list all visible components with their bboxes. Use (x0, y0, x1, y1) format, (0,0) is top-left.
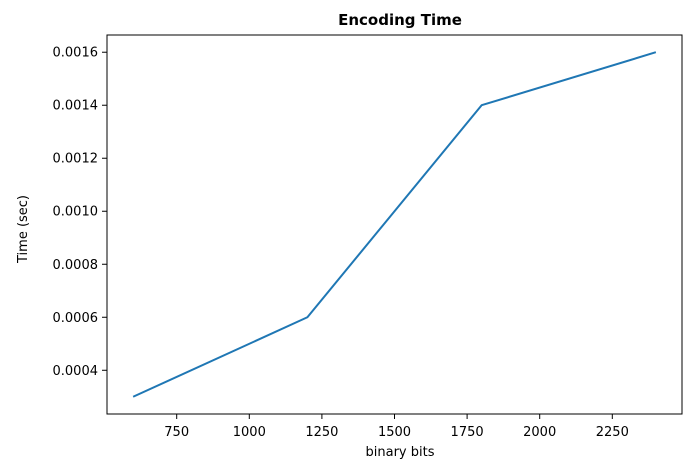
plot-frame (106, 34, 683, 415)
x-tick-label: 1750 (451, 425, 484, 440)
y-tick-label: 0.0012 (53, 152, 99, 167)
x-tick-label: 1250 (305, 425, 338, 440)
series-line (132, 51, 657, 398)
y-tick-label: 0.0004 (53, 364, 99, 379)
y-axis-label: Time (sec) (16, 195, 31, 264)
x-axis: 750 1000 1250 1500 1750 2000 2250 (164, 414, 629, 440)
y-axis: 0.0004 0.0006 0.0008 0.0010 0.0012 0.0014 0.00… (53, 46, 107, 379)
plot-area (106, 34, 683, 415)
x-tick-label: 2250 (596, 425, 629, 440)
x-axis-label: binary bits (366, 445, 435, 460)
x-tick-label: 2000 (523, 425, 556, 440)
series-layer (132, 51, 657, 398)
y-tick-label: 0.0016 (53, 46, 99, 61)
x-tick-label: 1500 (378, 425, 411, 440)
y-tick-label: 0.0008 (53, 258, 99, 273)
y-tick-label: 0.0014 (53, 99, 99, 114)
y-tick-label: 0.0010 (53, 205, 99, 220)
chart-title: Encoding Time (338, 11, 462, 29)
x-tick-label: 750 (164, 425, 189, 440)
x-tick-label: 1000 (233, 425, 266, 440)
y-tick-label: 0.0006 (53, 311, 99, 326)
